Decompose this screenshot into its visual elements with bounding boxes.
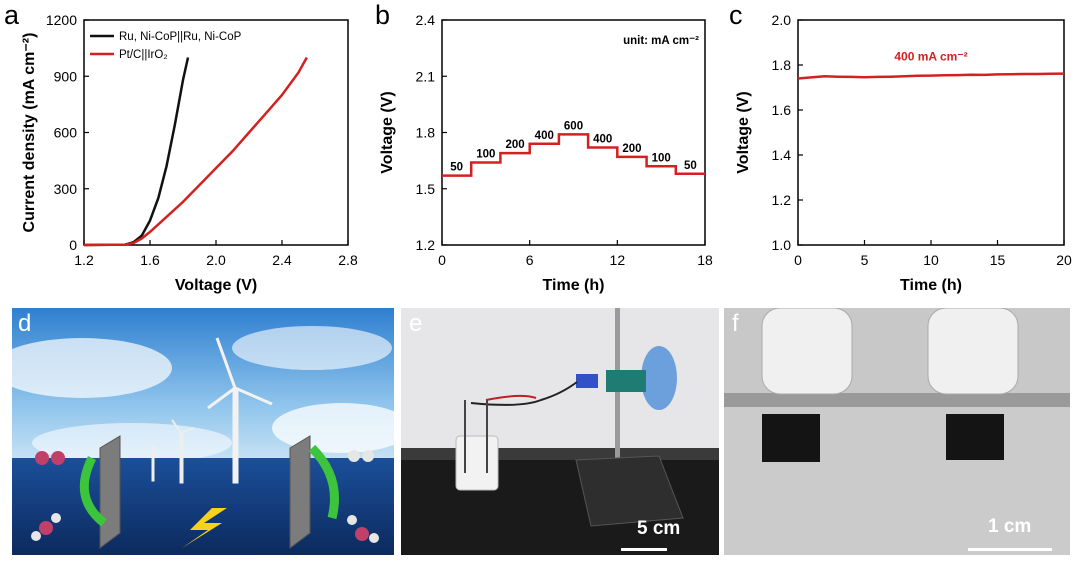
scale-bar-label-e: 5 cm (637, 518, 681, 539)
chart-a-ytick-label: 900 (54, 68, 78, 84)
panel-label-b: b (375, 0, 391, 30)
photo-d-wind-turbines: d (12, 308, 394, 555)
chart-c-current-annotation: 400 mA cm⁻² (894, 50, 967, 64)
chart-a-series-line-2 (83, 56, 308, 247)
chart-c-ytick-label: 2.0 (772, 12, 792, 28)
chart-c-xtick-label: 0 (794, 252, 802, 268)
electrode-closeup-illustration (724, 308, 1070, 555)
chart-b-series-line (442, 133, 705, 177)
chart-b-xtick-label: 12 (610, 252, 626, 268)
lightning-bolt-icon (182, 508, 227, 548)
chart-b-unit-annotation: unit: mA cm⁻² (623, 35, 699, 47)
chart-b-ytick-label: 2.4 (416, 12, 436, 28)
chart-c-xtick-label: 5 (861, 252, 869, 268)
chart-b-step-label: 400 (535, 130, 554, 142)
chart-b-step-label: 50 (684, 160, 697, 172)
chart-c-series-line (797, 72, 1065, 80)
chart-b-xtick-label: 6 (526, 252, 534, 268)
chart-a-xtick-label: 2.8 (338, 252, 358, 268)
water-molecule-right (347, 515, 379, 543)
chart-c-ytick-label: 1.2 (772, 192, 792, 208)
chart-c-x-axis-title: Time (h) (900, 277, 962, 294)
chart-a-ytick-label: 0 (69, 237, 77, 253)
chart-b-y-axis-title: Voltage (V) (379, 91, 396, 173)
chart-a-legend-label-2: Pt/C||IrO₂ (119, 49, 168, 61)
chart-a-xtick-label: 1.2 (74, 252, 94, 268)
wind-turbine-large (207, 337, 273, 484)
panel-label-c: c (729, 0, 743, 30)
chart-b-step-label: 50 (450, 162, 463, 174)
chart-b-ytick-label: 1.2 (416, 237, 436, 253)
chart-b-step-label: 200 (505, 139, 524, 151)
chart-c-y-axis-title: Voltage (V) (735, 91, 752, 173)
scale-bar-label-f: 1 cm (988, 516, 1032, 537)
electrolyzer-setup-illustration (401, 308, 719, 555)
chart-c-xtick-label: 20 (1056, 252, 1072, 268)
chart-b-ytick-label: 1.8 (416, 125, 436, 141)
chart-b-xtick-label: 18 (697, 252, 713, 268)
chart-b-step-label: 600 (564, 120, 583, 132)
oxygen-molecule (35, 451, 65, 465)
chart-b-xtick-label: 0 (438, 252, 446, 268)
chart-c-xtick-label: 10 (923, 252, 939, 268)
photo-f-electrodes: f 1 cm (724, 308, 1070, 555)
chart-c-stability: 0 5 10 15 20 1.0 1.2 1.4 1.6 1.8 2.0 Time (h) Voltag… (735, 12, 1072, 294)
chart-b-step-label: 100 (476, 149, 495, 161)
green-arrow-left (79, 455, 107, 527)
chart-c-ytick-label: 1.4 (772, 147, 792, 163)
chart-b-step-label: 400 (593, 134, 612, 146)
chart-a-x-axis-title: Voltage (V) (175, 277, 257, 294)
chart-a-xtick-label: 1.6 (140, 252, 160, 268)
chart-a-legend-label-1: Ru, Ni-CoP||Ru, Ni-CoP (119, 31, 242, 43)
chart-c-ytick-label: 1.8 (772, 57, 792, 73)
chart-a-ytick-label: 600 (54, 125, 78, 141)
catalyst-plate-right (289, 435, 311, 549)
chart-b-plot-frame (441, 19, 706, 246)
panel-label-a: a (4, 0, 20, 30)
water-molecule-left (31, 513, 61, 541)
chart-c-xtick-label: 15 (990, 252, 1006, 268)
wind-scene-illustration (12, 308, 394, 555)
chart-b-step-label: 200 (622, 143, 641, 155)
chart-b-ytick-label: 2.1 (416, 68, 436, 84)
chart-a-xtick-label: 2.0 (206, 252, 226, 268)
catalyst-plate-left (99, 435, 121, 549)
panel-label-f: f (732, 310, 739, 337)
chart-b-step-label: 100 (652, 152, 671, 164)
chart-b-x-axis-title: Time (h) (543, 277, 605, 294)
hydrogen-molecule (348, 450, 374, 462)
chart-b-ytick-label: 1.5 (416, 181, 436, 197)
chart-c-ytick-label: 1.0 (772, 237, 792, 253)
wind-turbine-small (151, 419, 195, 484)
chart-a-y-axis-title: Current density (mA cm⁻²) (21, 33, 38, 233)
chart-c-ytick-label: 1.6 (772, 102, 792, 118)
chart-b-step-voltage: 0 6 12 18 1.2 1.5 1.8 2.1 2.4 Time (h) Voltage (V)… (379, 12, 713, 294)
panel-label-d: d (18, 310, 32, 337)
chart-a-xtick-label: 2.4 (272, 252, 292, 268)
photo-e-electrolyzer-fan: e 5 cm (401, 308, 719, 555)
chart-a-ytick-label: 1200 (46, 12, 77, 28)
panel-label-e: e (409, 310, 423, 337)
chart-a-polarization: 1.2 1.6 2.0 2.4 2.8 0 300 600 900 1200 Voltage (V)… (21, 12, 358, 294)
chart-a-ytick-label: 300 (54, 181, 78, 197)
green-arrow-right (308, 444, 339, 520)
chart-a-series-line-1 (83, 57, 190, 247)
